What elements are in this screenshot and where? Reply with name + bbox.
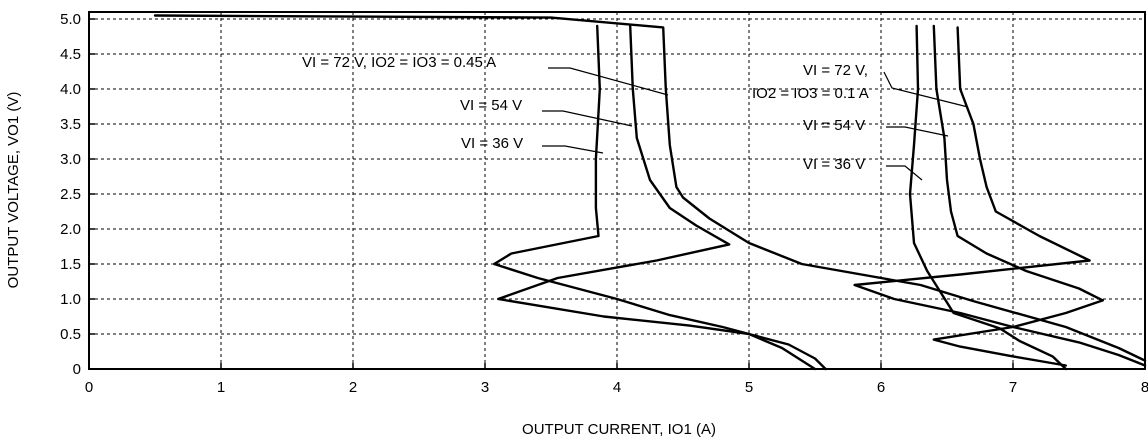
x-tick-label: 6 [877,379,885,396]
series-line-1 [153,14,1147,362]
leader-36v-left [542,145,604,154]
annotation-72v-01a-line2: IO2 = IO3 = 0.1 A [752,85,869,102]
curve-layer [153,14,1147,371]
tick-layer: 0 1 2 3 4 5 6 7 8 0 0.5 1.0 1.5 2.0 2.5 3.0 3.5 4.0 4.5 5.0 [60,11,1148,396]
leader-54v-left [542,110,633,127]
y-tick-label: 3.0 [60,151,81,168]
leader-36v-right [886,165,923,181]
annotation-54v-left: VI = 54 V [460,97,522,114]
y-tick-label: 2.0 [60,221,81,238]
y-tick-label: 3.5 [60,116,81,133]
y-tick-label: 1.5 [60,256,81,273]
x-axis-label: OUTPUT CURRENT, IO1 (A) [522,421,716,438]
y-tick-label: 1.0 [60,291,81,308]
grid-layer [89,12,1145,369]
series-line-5 [932,24,1104,367]
plot-frame [88,11,1146,370]
x-tick-label: 7 [1009,379,1017,396]
x-tick-label: 5 [745,379,753,396]
y-tick-label: 0 [73,361,81,378]
annotation-36v-left: VI = 36 V [461,135,523,152]
annotation-72v-01a-line1: VI = 72 V, [803,62,868,79]
y-axis-label: OUTPUT VOLTAGE, VO1 (V) [5,92,22,289]
x-tick-label: 1 [217,379,225,396]
y-tick-label: 0.5 [60,326,81,343]
y-tick-label: 5.0 [60,11,81,28]
x-tick-label: 2 [349,379,357,396]
series-line-4 [853,26,1147,367]
annotation-36v-right: VI = 36 V [803,156,865,173]
y-tick-label: 2.5 [60,186,81,203]
y-tick-label: 4.0 [60,81,81,98]
series-line-6 [908,24,1067,371]
x-tick-label: 4 [613,379,621,396]
series-line-3 [493,24,827,371]
x-tick-label: 8 [1141,379,1148,396]
leader-72v-01a [883,71,969,108]
annotation-72v-045a: VI = 72 V, IO2 = IO3 = 0.45 A [302,54,496,71]
y-tick-label: 4.5 [60,46,81,63]
annotation-layer: VI = 72 V, IO2 = IO3 = 0.45 A VI = 54 V … [302,54,969,181]
series-line-2 [497,24,817,371]
x-tick-label: 3 [481,379,489,396]
x-tick-label: 0 [85,379,93,396]
annotation-54v-right: VI = 54 V [803,117,865,134]
leader-54v-right [886,126,949,137]
leader-72v-045a [548,67,669,96]
